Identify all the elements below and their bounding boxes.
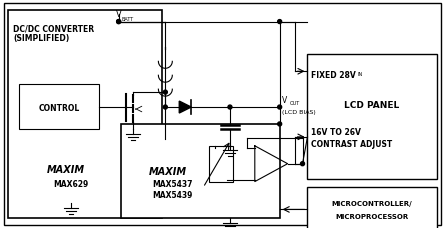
Circle shape	[163, 91, 167, 95]
Text: CONTRAST ADJUST: CONTRAST ADJUST	[312, 140, 392, 149]
Text: (LCD BIAS): (LCD BIAS)	[282, 109, 316, 114]
Circle shape	[278, 123, 282, 126]
Circle shape	[278, 106, 282, 109]
Text: MAX5439: MAX5439	[152, 190, 193, 199]
Text: MAXIM: MAXIM	[149, 166, 187, 176]
Circle shape	[300, 162, 304, 166]
Text: OUT: OUT	[290, 100, 300, 105]
Circle shape	[117, 20, 121, 25]
Text: MICROCONTROLLER/: MICROCONTROLLER/	[332, 201, 413, 207]
Text: IN: IN	[357, 72, 362, 77]
Circle shape	[117, 20, 121, 25]
Circle shape	[278, 20, 282, 25]
Text: LCD PANEL: LCD PANEL	[344, 100, 400, 109]
Text: FIXED 28V: FIXED 28V	[312, 71, 356, 79]
Circle shape	[228, 106, 232, 109]
Text: MICROPROCESSOR: MICROPROCESSOR	[336, 213, 409, 219]
Bar	[307, 187, 437, 229]
Circle shape	[163, 106, 167, 109]
Text: V: V	[116, 10, 121, 19]
Text: (SIMPLIFIED): (SIMPLIFIED)	[13, 34, 69, 43]
Text: CONTROL: CONTROL	[38, 103, 80, 112]
Text: 16V TO 26V: 16V TO 26V	[312, 128, 361, 137]
Bar	[209, 146, 233, 182]
Bar	[121, 124, 279, 218]
Text: MAX629: MAX629	[53, 179, 89, 188]
Bar	[8, 11, 162, 218]
Bar	[307, 55, 437, 179]
Polygon shape	[179, 102, 191, 114]
Text: V: V	[282, 95, 287, 104]
Text: MAX5437: MAX5437	[152, 179, 193, 188]
Text: BATT: BATT	[121, 16, 134, 22]
Text: DC/DC CONVERTER: DC/DC CONVERTER	[13, 24, 94, 33]
Text: MAXIM: MAXIM	[47, 164, 85, 174]
Bar	[19, 85, 99, 129]
